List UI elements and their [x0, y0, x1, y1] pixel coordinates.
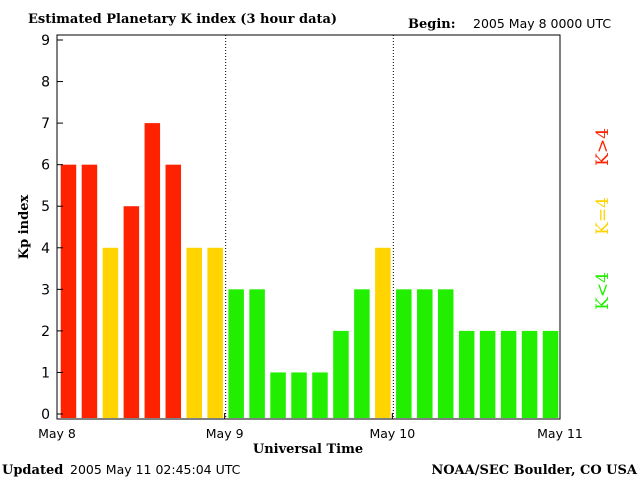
- y-tick-label: 1: [41, 365, 50, 381]
- y-tick-label: 4: [41, 241, 50, 257]
- y-tick-label: 2: [41, 324, 50, 340]
- kp-bar: [291, 372, 307, 418]
- updated-value: 2005 May 11 02:45:04 UTC: [70, 462, 241, 477]
- x-tick-label: May 11: [537, 426, 583, 441]
- begin-value: 2005 May 8 0000 UTC: [473, 16, 611, 31]
- kp-bar: [207, 247, 223, 418]
- kp-bar: [165, 164, 182, 418]
- kp-bar: [396, 289, 412, 418]
- kp-bar: [270, 372, 286, 418]
- y-tick-label: 0: [41, 407, 50, 423]
- kp-bar: [81, 164, 98, 418]
- x-tick-label: May 8: [38, 426, 76, 441]
- kp-bar: [375, 247, 391, 418]
- kp-bar: [333, 330, 349, 418]
- kp-bar: [354, 289, 370, 418]
- kp-bar: [521, 330, 538, 418]
- kp-bar: [437, 289, 454, 418]
- kp-bar: [186, 247, 202, 418]
- kp-bar: [144, 123, 161, 419]
- day-divider-group: [225, 35, 394, 419]
- source-credit: NOAA/SEC Boulder, CO USA: [431, 463, 638, 478]
- bar-group: [60, 123, 559, 419]
- kp-bar: [312, 372, 328, 418]
- y-tick-label: 3: [41, 282, 50, 298]
- kp-bar: [60, 164, 77, 418]
- legend-low: K<4: [593, 272, 613, 310]
- kp-bar: [228, 289, 244, 418]
- kp-bar: [542, 330, 559, 418]
- y-tick-label: 7: [41, 116, 50, 132]
- y-tick-label: 8: [41, 75, 50, 91]
- x-axis-label: Universal Time: [253, 442, 363, 457]
- kp-bar: [102, 247, 119, 418]
- x-tick-label: May 9: [206, 426, 244, 441]
- kp-bar: [500, 330, 517, 418]
- chart-title: Estimated Planetary K index (3 hour data…: [28, 12, 337, 27]
- y-tick-label: 9: [41, 33, 50, 49]
- y-tick-label: 6: [41, 158, 50, 174]
- y-axis-label: Kp index: [17, 195, 32, 260]
- kp-bar: [123, 206, 140, 418]
- y-axis-ticks: 0 1 2 3 4 5 6 7 8 9: [41, 33, 63, 423]
- x-tick-label: May 10: [369, 426, 415, 441]
- begin-label: Begin:: [408, 17, 456, 32]
- legend-equal: K=4: [593, 197, 613, 235]
- x-axis-ticks: May 8 May 9 May 10 May 11: [38, 413, 583, 441]
- plot-frame: [56, 34, 561, 420]
- legend-high: K>4: [593, 128, 613, 166]
- kp-bar: [479, 330, 496, 418]
- kp-bar: [417, 289, 433, 418]
- kp-bar: [249, 289, 265, 418]
- y-tick-label: 5: [41, 199, 50, 215]
- kp-bar: [458, 330, 475, 418]
- updated-label: Updated: [2, 463, 63, 478]
